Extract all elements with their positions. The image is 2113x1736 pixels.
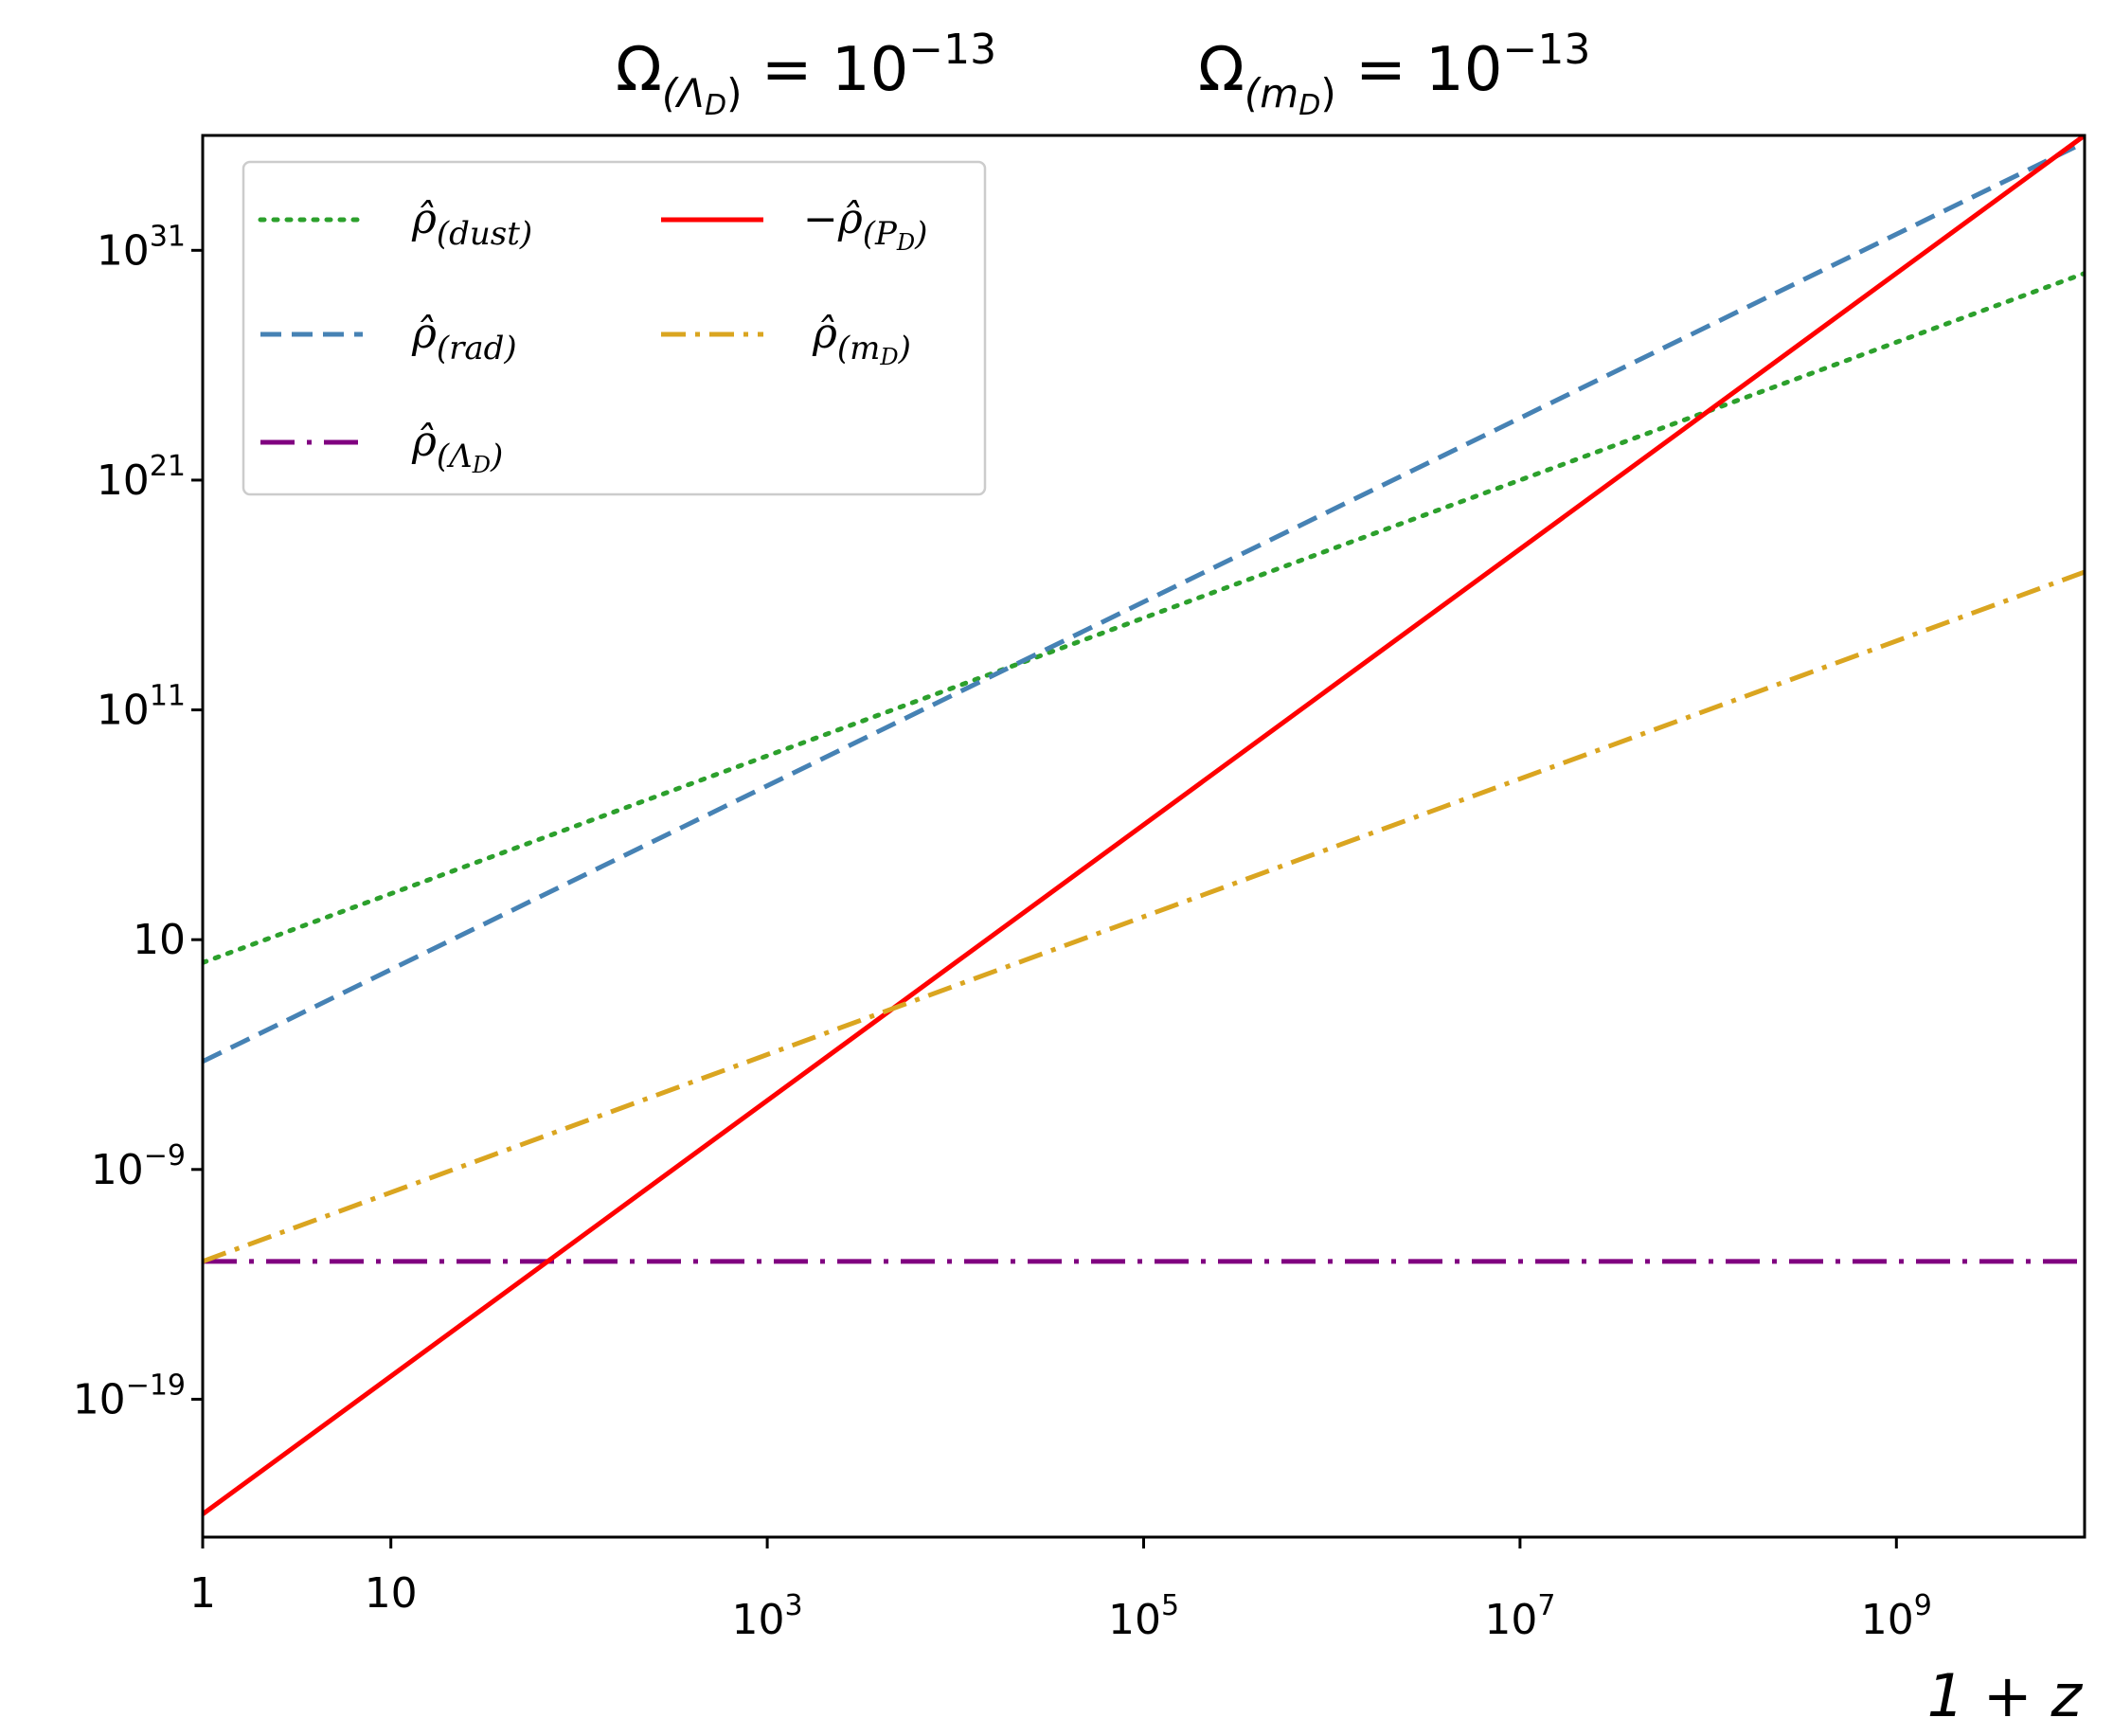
x-axis: 1 10 103 105 107 109 <box>189 1537 1932 1644</box>
x-tick-label: 109 <box>1861 1589 1932 1644</box>
x-tick-label: 103 <box>732 1589 803 1644</box>
legend-label-dust: ρ̂(dust) <box>411 195 532 253</box>
series-line-PD <box>203 135 2085 1516</box>
y-tick-label: 1021 <box>97 450 186 505</box>
legend-frame <box>242 160 987 496</box>
legend-label-rad: ρ̂(rad) <box>411 310 517 367</box>
legend-entry-rad: ρ̂(rad) <box>260 310 517 367</box>
legend-label-PD: −ρ̂(PD) <box>803 195 927 256</box>
legend-entry-lambdaD: ρ̂(ΛD) <box>260 418 503 478</box>
title-right-close: ) <box>1320 70 1335 116</box>
series-line-rad <box>203 140 2085 1065</box>
series-line-mD <box>203 569 2085 1264</box>
title-left-equals: = 10 <box>743 35 909 105</box>
y-tick-label: 10 <box>133 916 186 964</box>
title-right-equals: = 10 <box>1336 35 1503 105</box>
y-axis: 1031 1021 1011 10 10−9 10−19 <box>73 220 203 1423</box>
legend-entry-mD: ρ̂(mD) <box>661 310 911 370</box>
x-axis-label: 1 + z <box>1927 1661 2084 1730</box>
title-left-subsub: D <box>705 89 726 122</box>
title-right-exponent: −13 <box>1502 26 1590 74</box>
legend-label-lambdaD: ρ̂(ΛD) <box>411 418 503 478</box>
legend-label-mD: ρ̂(mD) <box>812 310 911 370</box>
title-left-close: ) <box>726 70 742 116</box>
title-right-symbol: Ω <box>1198 35 1245 105</box>
y-tick-label: 10−19 <box>73 1369 186 1423</box>
x-tick-label: 10 <box>365 1569 418 1618</box>
series-layer <box>203 135 2085 1516</box>
title-left: Ω(ΛD) = 10−13 <box>616 26 996 122</box>
legend-entry-dust: ρ̂(dust) <box>258 195 532 253</box>
legend-entries: ρ̂(dust) ρ̂(rad) ρ̂(ΛD) −ρ̂(PD) ρ̂(mD) <box>258 195 927 478</box>
title-left-symbol: Ω <box>616 35 662 105</box>
x-tick-label: 107 <box>1484 1589 1555 1644</box>
y-tick-label: 1011 <box>97 680 186 735</box>
y-tick-label: 1031 <box>97 220 186 275</box>
title-right-subsub: D <box>1298 89 1320 122</box>
legend: ρ̂(dust) ρ̂(rad) ρ̂(ΛD) −ρ̂(PD) ρ̂(mD) <box>242 160 987 496</box>
title-right: Ω(mD) = 10−13 <box>1198 26 1590 122</box>
title-right-subscript: (m <box>1245 70 1298 116</box>
y-tick-label: 10−9 <box>91 1139 186 1194</box>
legend-entry-PD: −ρ̂(PD) <box>661 195 927 256</box>
x-tick-label: 1 <box>189 1569 216 1618</box>
title-left-subscript: (Λ <box>662 70 705 116</box>
series-line-dust <box>203 271 2085 965</box>
chart-title: Ω(ΛD) = 10−13 Ω(mD) = 10−13 <box>616 26 1590 122</box>
x-tick-label: 105 <box>1108 1589 1179 1644</box>
title-left-exponent: −13 <box>908 26 996 74</box>
